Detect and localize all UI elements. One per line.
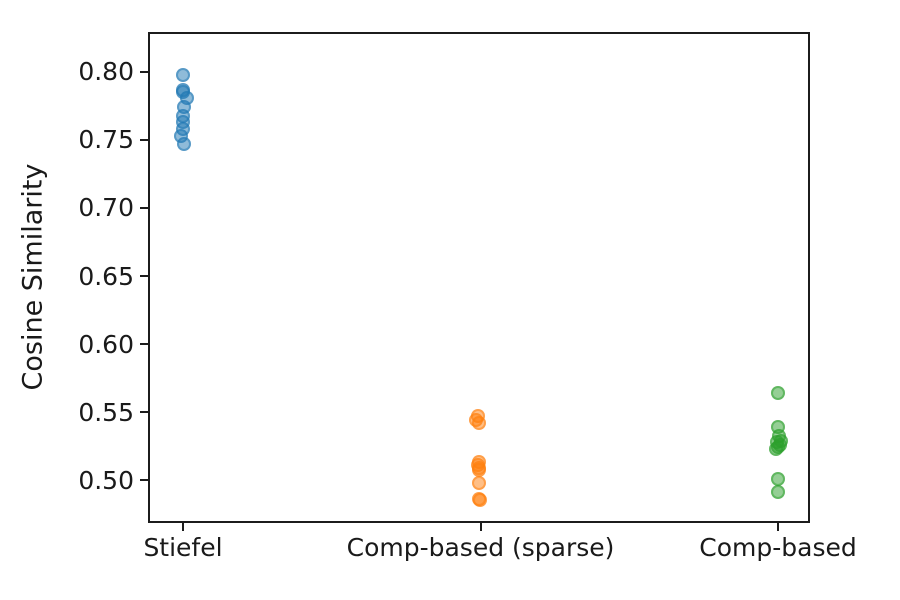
x-tick-label: Comp-based xyxy=(699,533,857,562)
x-tick-label: Comp-based (sparse) xyxy=(346,533,615,562)
data-point xyxy=(471,415,486,430)
x-tick xyxy=(777,523,780,531)
data-point xyxy=(471,475,486,490)
y-tick xyxy=(140,275,148,277)
y-tick xyxy=(140,343,148,345)
y-tick-label: 0.50 xyxy=(78,465,134,495)
y-tick xyxy=(140,70,148,73)
y-tick-label: 0.65 xyxy=(78,261,134,291)
y-tick xyxy=(140,206,148,209)
y-axis-label: Cosine Similarity xyxy=(17,163,49,391)
y-tick-label: 0.75 xyxy=(78,125,134,155)
y-tick-label: 0.55 xyxy=(78,397,134,427)
data-point xyxy=(771,471,786,486)
data-point xyxy=(472,493,487,508)
data-point xyxy=(176,67,191,82)
x-tick xyxy=(182,523,185,531)
y-tick-label: 0.60 xyxy=(78,329,134,359)
y-tick-label: 0.80 xyxy=(78,57,134,87)
y-tick-label: 0.70 xyxy=(78,193,134,223)
data-point xyxy=(177,137,192,152)
data-point xyxy=(769,441,784,456)
data-point xyxy=(771,385,786,400)
x-tick-label: Stiefel xyxy=(143,533,223,562)
y-tick xyxy=(140,411,148,413)
data-point xyxy=(771,485,786,500)
plot-area xyxy=(148,32,810,523)
y-tick xyxy=(140,138,148,141)
x-tick xyxy=(479,523,482,531)
y-tick xyxy=(140,479,148,482)
